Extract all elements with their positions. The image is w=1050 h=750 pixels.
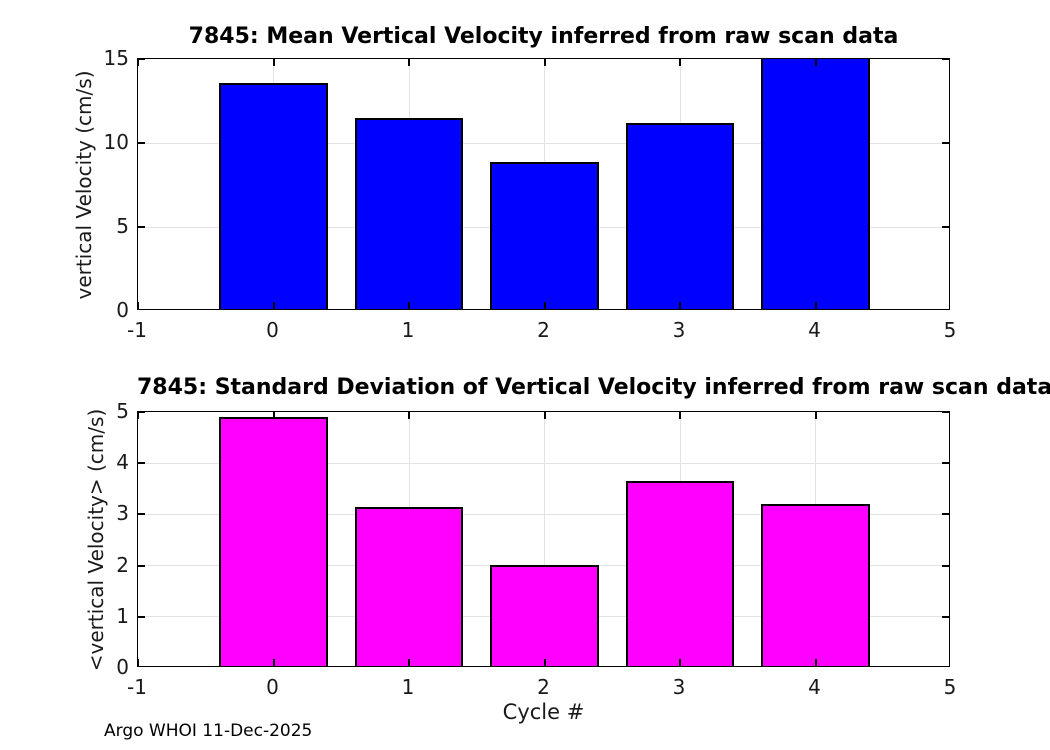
x-tick-mark	[679, 659, 681, 666]
x-tick-label: 1	[401, 318, 415, 342]
y-tick-label: 5	[116, 399, 129, 423]
x-tick-label: 2	[537, 675, 550, 699]
bar-cycle-1	[354, 506, 464, 666]
bar-cycle-1	[354, 117, 464, 309]
x-tick-mark	[272, 659, 275, 666]
y-tick-mark	[138, 412, 145, 413]
chart2-title: 7845: Standard Deviation of Vertical Vel…	[137, 375, 1050, 400]
y-tick-label: 0	[116, 298, 129, 322]
bar-cycle-2	[490, 162, 599, 309]
bar-cycle-3	[625, 481, 735, 666]
x-tick-label: 1	[401, 675, 415, 699]
x-tick-label: 3	[672, 675, 686, 699]
x-tick-mark	[814, 659, 817, 666]
y-tick-mark	[942, 564, 949, 567]
y-tick-mark	[138, 226, 145, 228]
y-tick-mark	[942, 59, 949, 60]
gridline-horizontal	[138, 513, 949, 515]
x-tick-mark	[138, 302, 139, 309]
x-tick-label: 3	[672, 318, 686, 342]
bar-cycle-0	[219, 417, 328, 666]
y-tick-label: 1	[116, 603, 129, 628]
y-tick-mark	[138, 59, 145, 60]
bar-cycle-4	[761, 504, 870, 666]
y-tick-mark	[942, 462, 949, 465]
y-tick-label: 15	[103, 46, 129, 70]
x-tick-mark	[814, 59, 817, 66]
y-tick-mark	[942, 412, 949, 413]
y-tick-mark	[942, 142, 949, 144]
gridline-horizontal	[138, 142, 949, 144]
y-tick-mark	[138, 615, 145, 618]
x-tick-label: 5	[943, 675, 957, 699]
x-tick-label: 0	[266, 675, 279, 699]
y-tick-mark	[138, 462, 145, 465]
x-tick-mark	[272, 302, 275, 309]
y-tick-mark	[138, 513, 145, 516]
x-tick-mark	[408, 302, 410, 309]
x-tick-mark	[408, 659, 410, 666]
y-tick-label: 5	[116, 214, 129, 238]
gridline-horizontal	[138, 462, 949, 464]
bar-cycle-4	[761, 59, 870, 309]
bar-cycle-0	[219, 82, 328, 309]
x-tick-mark	[814, 302, 817, 309]
x-tick-mark	[543, 659, 546, 666]
x-tick-mark	[814, 412, 817, 419]
x-tick-mark	[138, 412, 139, 419]
y-tick-label: 3	[116, 501, 129, 526]
x-tick-mark	[408, 59, 410, 66]
x-tick-mark	[138, 59, 139, 66]
x-tick-mark	[543, 302, 546, 309]
x-tick-label: 2	[537, 318, 550, 342]
x-tick-mark	[272, 59, 275, 66]
chart2-y-axis-label: <vertical Velocity> (cm/s)	[84, 408, 108, 672]
x-tick-mark	[679, 59, 681, 66]
chart1-title: 7845: Mean Vertical Velocity inferred fr…	[188, 24, 899, 49]
y-tick-mark	[138, 142, 145, 144]
y-tick-label: 2	[116, 552, 129, 577]
bar-cycle-2	[490, 564, 599, 666]
chart2-plot-area	[137, 411, 950, 667]
chart1-y-axis-label: vertical Velocity (cm/s)	[72, 70, 96, 300]
bar-cycle-3	[625, 122, 735, 309]
x-tick-mark	[543, 412, 546, 419]
x-tick-label: 5	[943, 318, 957, 342]
y-tick-mark	[942, 513, 949, 516]
x-axis-label: Cycle #	[502, 700, 585, 724]
x-tick-label: -1	[127, 318, 147, 342]
x-tick-mark	[679, 302, 681, 309]
gridline-vertical	[544, 412, 545, 666]
chart1-plot-area	[137, 58, 950, 310]
x-tick-label: -1	[127, 675, 147, 699]
x-tick-label: 0	[266, 318, 279, 342]
y-tick-mark	[942, 615, 949, 618]
y-tick-label: 0	[116, 655, 129, 679]
y-tick-label: 4	[116, 450, 129, 475]
y-tick-mark	[942, 226, 949, 228]
x-tick-mark	[408, 412, 410, 419]
x-tick-label: 4	[808, 675, 821, 699]
x-tick-mark	[679, 412, 681, 419]
y-tick-mark	[138, 564, 145, 567]
x-tick-mark	[272, 412, 275, 419]
footer-text: Argo WHOI 11-Dec-2025	[104, 721, 313, 741]
x-tick-mark	[138, 659, 139, 666]
x-tick-mark	[543, 59, 546, 66]
y-tick-label: 10	[103, 130, 129, 154]
x-tick-label: 4	[808, 318, 821, 342]
